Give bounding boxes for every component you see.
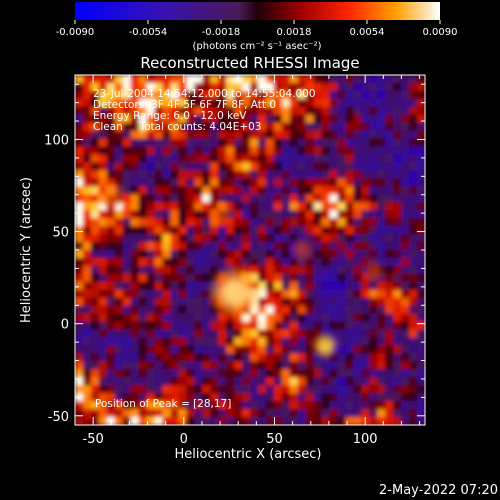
annotation-energy: Energy Range: 6.0 - 12.0 keV xyxy=(93,110,247,122)
x-axis-label: Heliocentric X (arcsec) xyxy=(175,447,322,462)
x-tick-label: 0 xyxy=(180,432,188,447)
colorbar-ticks: -0.0090 -0.0054 -0.0018 0.0018 0.0054 0.0090 xyxy=(56,20,458,38)
colorbar xyxy=(75,2,440,20)
x-tick-label: 100 xyxy=(353,432,378,447)
colorbar-tick-label: -0.0018 xyxy=(202,27,241,38)
annotation-counts: Clean Total counts: 4.04E+03 xyxy=(93,121,262,133)
y-tick-label: 100 xyxy=(44,133,69,148)
y-tick-label: 50 xyxy=(52,226,69,241)
timestamp: 2-May-2022 07:20 xyxy=(379,483,498,498)
annotation-time: 23-Jul-2004 14:54:12.000 to 14:55:04.000 xyxy=(93,88,316,100)
colorbar-unit: (photons cm⁻² s⁻¹ asec⁻²) xyxy=(192,41,321,52)
colorbar-tick-label: 0.0018 xyxy=(277,27,312,38)
chart-title: Reconstructed RHESSI Image xyxy=(140,54,359,72)
x-tick-label: -50 xyxy=(83,432,104,447)
y-tick-label: 0 xyxy=(61,318,69,333)
colorbar-tick-label: 0.0054 xyxy=(350,27,385,38)
image-plot-area xyxy=(75,75,425,425)
annotation-detectors: Detectors: 3F 4F 5F 6F 7F 8F, Att 0 xyxy=(93,99,276,111)
x-tick-label: 50 xyxy=(266,432,283,447)
colorbar-tick-label: -0.0090 xyxy=(56,27,95,38)
peak-position-label: Position of Peak = [28,17] xyxy=(95,398,231,410)
colorbar-tick-label: -0.0054 xyxy=(129,27,168,38)
axis-ticks: -50 0 50 100 -50 0 50 100 xyxy=(44,75,425,447)
y-axis-label: Heliocentric Y (arcsec) xyxy=(19,177,34,323)
y-tick-label: -50 xyxy=(48,410,69,425)
colorbar-tick-label: 0.0090 xyxy=(423,27,458,38)
